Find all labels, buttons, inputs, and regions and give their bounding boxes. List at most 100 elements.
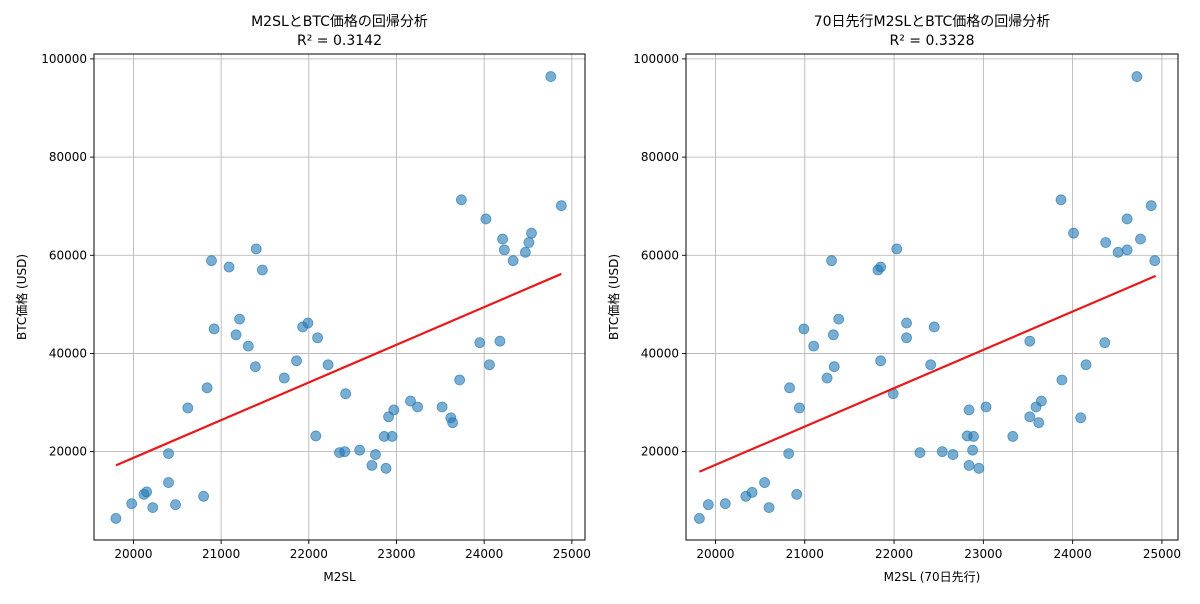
left-y-tick-label-2: 60000 bbox=[49, 248, 87, 262]
left-data-point-7 bbox=[170, 499, 181, 511]
left-data-point-45 bbox=[474, 337, 486, 349]
left-data-point-3 bbox=[141, 486, 153, 498]
right-data-point-1 bbox=[702, 499, 714, 511]
left-data-point-23 bbox=[302, 317, 314, 329]
left-data-point-4 bbox=[147, 502, 159, 514]
right-data-point-36 bbox=[980, 401, 992, 413]
left-data-point-10 bbox=[201, 382, 213, 394]
left-data-point-6 bbox=[163, 448, 174, 460]
right-data-point-55 bbox=[1145, 200, 1157, 212]
left-y-tick-label-0: 20000 bbox=[49, 445, 87, 459]
right-y-axis-label: BTC価格 (USD) bbox=[606, 254, 621, 340]
left-chart-subtitle: R² = 0.3142 bbox=[297, 33, 382, 49]
right-data-point-5 bbox=[759, 477, 770, 488]
right-data-point-25 bbox=[914, 447, 926, 459]
right-y-tick-label-1: 40000 bbox=[641, 346, 679, 360]
right-data-point-48 bbox=[1099, 337, 1111, 349]
left-data-point-39 bbox=[412, 401, 423, 413]
right-data-point-2 bbox=[719, 498, 731, 510]
left-data-point-53 bbox=[523, 237, 535, 248]
left-data-point-9 bbox=[198, 490, 209, 502]
left-data-point-29 bbox=[340, 388, 352, 400]
right-x-tick-label-1: 21000 bbox=[786, 547, 824, 561]
left-x-tick-label-3: 23000 bbox=[377, 547, 415, 561]
left-y-axis-label: BTC価格 (USD) bbox=[14, 254, 29, 340]
left-x-tick-label-0: 20000 bbox=[114, 547, 152, 561]
right-y-tick-label-4: 100000 bbox=[633, 52, 679, 66]
right-data-point-26 bbox=[925, 359, 937, 371]
left-data-point-44 bbox=[455, 194, 467, 206]
right-data-point-38 bbox=[1024, 335, 1036, 347]
left-data-point-17 bbox=[249, 361, 261, 373]
left-data-point-25 bbox=[312, 332, 323, 344]
right-y-tick-label-3: 80000 bbox=[641, 150, 679, 164]
right-data-point-12 bbox=[808, 340, 820, 352]
right-data-point-27 bbox=[928, 321, 940, 333]
left-data-point-30 bbox=[354, 444, 366, 456]
left-data-point-46 bbox=[480, 213, 492, 225]
right-data-point-44 bbox=[1056, 374, 1068, 386]
right-x-tick-label-5: 25000 bbox=[1143, 547, 1181, 561]
right-chart-title: 70日先行M2SLとBTC価格の回帰分析 bbox=[814, 13, 1051, 30]
right-data-point-15 bbox=[827, 329, 839, 341]
left-y-tick-label-1: 40000 bbox=[49, 346, 87, 360]
right-data-point-4 bbox=[746, 486, 758, 498]
left-data-point-8 bbox=[182, 402, 194, 414]
right-data-point-10 bbox=[794, 402, 805, 414]
left-data-point-11 bbox=[206, 255, 217, 267]
left-data-point-0 bbox=[110, 513, 122, 524]
right-data-point-0 bbox=[693, 513, 705, 524]
right-chart-subtitle: R² = 0.3328 bbox=[890, 33, 975, 49]
left-data-point-28 bbox=[339, 446, 351, 458]
left-x-axis-label: M2SL bbox=[323, 570, 356, 584]
right-data-point-14 bbox=[826, 255, 837, 267]
right-data-point-51 bbox=[1121, 213, 1133, 225]
left-data-point-43 bbox=[454, 374, 466, 386]
left-data-point-1 bbox=[126, 498, 138, 510]
left-y-tick-label-4: 100000 bbox=[41, 52, 87, 66]
right-data-point-20 bbox=[875, 355, 887, 367]
left-data-point-32 bbox=[370, 449, 381, 460]
right-data-point-22 bbox=[891, 243, 903, 255]
right-y-tick-label-0: 20000 bbox=[641, 445, 679, 459]
left-data-point-13 bbox=[223, 261, 235, 273]
left-data-point-31 bbox=[366, 459, 378, 471]
right-data-point-43 bbox=[1055, 194, 1067, 206]
right-data-point-34 bbox=[968, 431, 979, 442]
right-data-point-53 bbox=[1131, 71, 1143, 82]
right-data-point-47 bbox=[1080, 359, 1092, 371]
right-data-point-37 bbox=[1007, 431, 1019, 442]
left-x-tick-label-5: 25000 bbox=[553, 547, 591, 561]
left-data-point-40 bbox=[436, 401, 448, 413]
right-data-point-50 bbox=[1112, 246, 1124, 258]
left-data-point-55 bbox=[545, 71, 557, 82]
right-data-point-31 bbox=[963, 404, 975, 416]
left-y-tick-label-3: 80000 bbox=[49, 150, 87, 164]
left-data-point-47 bbox=[484, 359, 495, 371]
left-data-point-18 bbox=[250, 243, 262, 255]
right-x-tick-label-0: 20000 bbox=[696, 547, 734, 561]
left-data-point-12 bbox=[208, 323, 220, 335]
right-data-point-29 bbox=[947, 449, 959, 460]
right-data-point-11 bbox=[798, 323, 810, 335]
right-chart-panel: 20000 21000 22000 23000 24000 25000 20000 40000… bbox=[606, 13, 1181, 584]
right-x-tick-label-3: 23000 bbox=[964, 547, 1002, 561]
right-data-point-52 bbox=[1121, 244, 1133, 256]
left-data-point-37 bbox=[388, 404, 400, 416]
left-data-point-48 bbox=[494, 335, 506, 347]
right-data-point-49 bbox=[1100, 237, 1112, 248]
right-x-tick-label-4: 24000 bbox=[1054, 547, 1092, 561]
right-data-point-35 bbox=[973, 462, 985, 474]
right-data-point-13 bbox=[821, 372, 833, 384]
left-data-point-21 bbox=[291, 355, 302, 367]
left-chart-title: M2SLとBTC価格の回帰分析 bbox=[251, 13, 428, 30]
right-data-point-16 bbox=[828, 361, 840, 373]
right-data-point-17 bbox=[833, 313, 845, 325]
left-data-point-19 bbox=[256, 264, 268, 276]
right-data-point-19 bbox=[875, 261, 887, 273]
right-x-axis-label: M2SL (70日先行) bbox=[884, 570, 981, 584]
left-data-point-38 bbox=[405, 395, 416, 407]
left-data-point-56 bbox=[555, 200, 567, 212]
left-regression-line bbox=[115, 272, 562, 467]
